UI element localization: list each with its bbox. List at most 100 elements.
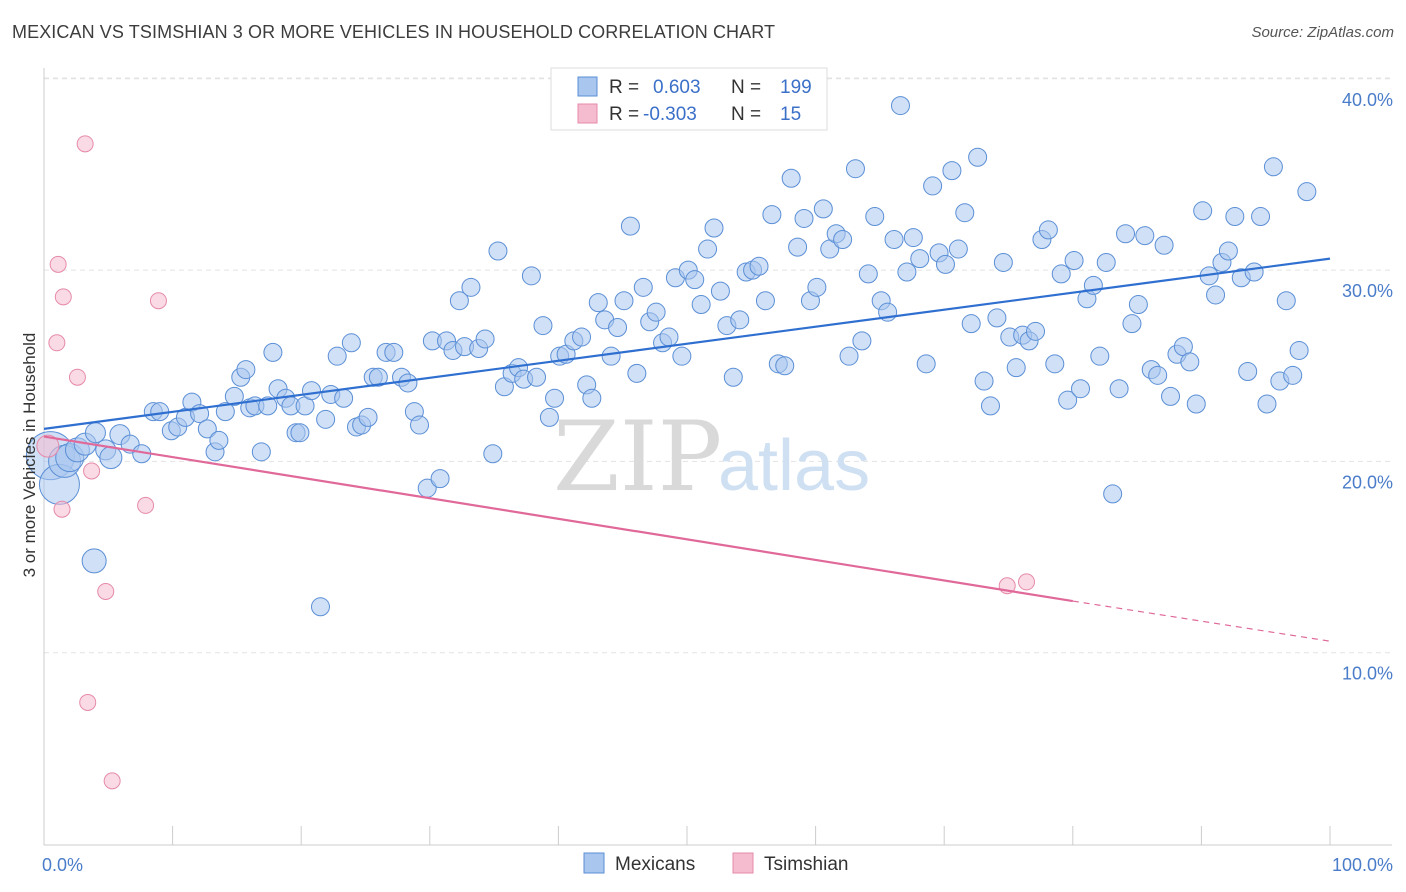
tsimshian-regression-extension (1072, 600, 1331, 642)
tsimshian-point (97, 582, 115, 600)
mexicans-point (910, 249, 930, 269)
mexicans-point (84, 422, 106, 444)
mexicans-point (794, 208, 814, 228)
mexicans-point (488, 241, 508, 261)
mexicans-point (236, 360, 256, 380)
mexicans-point (646, 302, 666, 322)
mexicans-point (1283, 365, 1303, 385)
series-mexicans-points (25, 96, 1317, 617)
mexicans-point (608, 317, 628, 337)
mexicans-point (781, 168, 801, 188)
tsimshian-point (149, 292, 167, 310)
mexicans-point (1135, 226, 1155, 246)
mexicans-point (942, 161, 962, 181)
mexicans-point (368, 367, 388, 387)
mexicans-point (197, 419, 217, 439)
mexicans-point (1297, 182, 1317, 202)
mexicans-point (961, 314, 981, 334)
mexicans-point (1193, 201, 1213, 221)
tsimshian-point (83, 462, 101, 480)
tsimshian-point (137, 496, 155, 514)
mexicans-point (1109, 379, 1129, 399)
watermark-atlas: atlas (718, 426, 870, 506)
tsimshian-point (68, 368, 86, 386)
mexicans-point (813, 199, 833, 219)
mexicans-point (685, 270, 705, 290)
mexicans-point (521, 266, 541, 286)
mexicans-point (290, 423, 310, 443)
y-tick-label: 30.0% (1342, 281, 1393, 301)
mexicans-point (839, 346, 859, 366)
bottom-legend-label-tsimshian: Tsimshian (764, 854, 848, 875)
tsimshian-point (48, 334, 66, 352)
mexicans-point (582, 388, 602, 408)
mexicans-point (923, 176, 943, 196)
legend-n-label-tsimshian: N = (731, 104, 761, 125)
mexicans-point (1038, 220, 1058, 240)
mexicans-point (968, 147, 988, 167)
mexicans-point (263, 342, 283, 362)
mexicans-point (698, 239, 718, 259)
tsimshian-point (103, 772, 121, 790)
mexicans-point (1128, 295, 1148, 315)
mexicans-point (475, 329, 495, 349)
mexicans-point (1103, 484, 1123, 504)
mexicans-point (1116, 224, 1136, 244)
mexicans-point (215, 402, 235, 422)
mexicans-point (710, 281, 730, 301)
mexicans-point (1180, 352, 1200, 372)
bottom-legend-label-mexicans: Mexicans (615, 854, 695, 875)
watermark-zip: ZIP (553, 401, 722, 513)
mexicans-point (449, 291, 469, 311)
mexicans-point (483, 444, 503, 464)
mexicans-point (251, 442, 271, 462)
mexicans-point (845, 159, 865, 179)
mexicans-point (1154, 235, 1174, 255)
legend-n-value-mexicans: 199 (780, 77, 812, 98)
mexicans-point (948, 239, 968, 259)
mexicans-point (1244, 262, 1264, 282)
tsimshian-point (36, 434, 60, 458)
mexicans-point (1251, 207, 1271, 227)
y-tick-label: 40.0% (1342, 90, 1393, 110)
mexicans-point (620, 216, 640, 236)
y-tick-label: 10.0% (1342, 664, 1393, 684)
mexicans-point (865, 207, 885, 227)
mexicans-point (1257, 394, 1277, 414)
mexicans-point (1064, 251, 1084, 271)
chart-source: Source: ZipAtlas.com (1251, 24, 1394, 41)
legend-swatch-mexicans (577, 76, 598, 97)
mexicans-point (1006, 358, 1026, 378)
legend-swatch-tsimshian (577, 103, 598, 124)
mexicans-point (410, 415, 430, 435)
legend-n-value-tsimshian: 15 (780, 104, 801, 125)
mexicans-point (755, 291, 775, 311)
legend-r-value-mexicans: 0.603 (653, 77, 701, 98)
tsimshian-point (49, 255, 67, 273)
mexicans-point (614, 291, 634, 311)
mexicans-point (209, 430, 229, 450)
mexicans-point (461, 277, 481, 297)
mexicans-point (1276, 291, 1296, 311)
mexicans-point (430, 469, 450, 489)
mexicans-point (1206, 285, 1226, 305)
mexicans-point (955, 203, 975, 223)
mexicans-point (341, 333, 361, 353)
tsimshian-point (1018, 573, 1036, 591)
mexicans-point (1045, 354, 1065, 374)
mexicans-point (1090, 346, 1110, 366)
mexicans-point (1289, 340, 1309, 360)
mexicans-point (897, 262, 917, 282)
mexicans-point (258, 396, 278, 416)
mexicans-point (539, 407, 559, 427)
mexicans-point (903, 228, 923, 248)
mexicans-point (987, 308, 1007, 328)
mexicans-point (1218, 241, 1238, 261)
mexicans-point (627, 363, 647, 383)
tsimshian-point (79, 693, 97, 711)
chart-title: MEXICAN VS TSIMSHIAN 3 OR MORE VEHICLES … (12, 22, 776, 42)
mexicans-point (1225, 207, 1245, 227)
mexicans-point (99, 446, 123, 470)
mexicans-point (1263, 157, 1283, 177)
